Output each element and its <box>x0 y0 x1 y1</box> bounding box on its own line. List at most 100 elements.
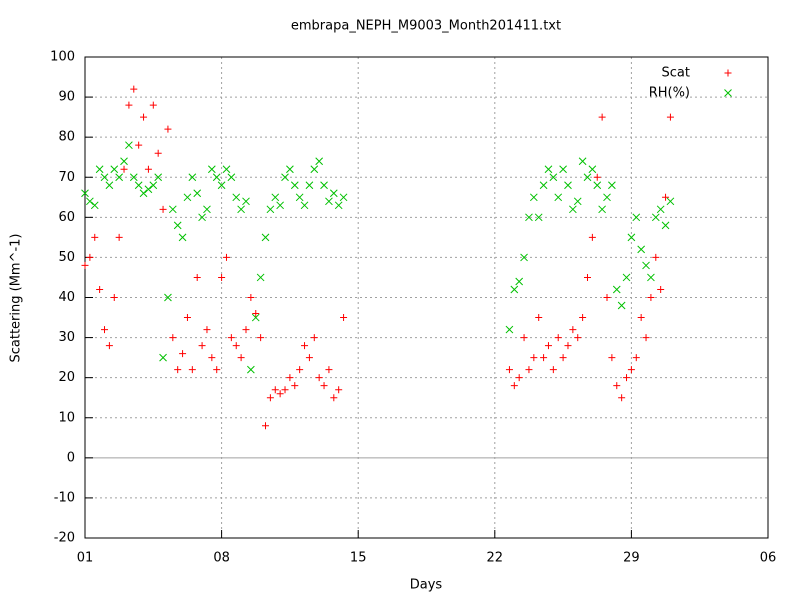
data-point <box>115 173 124 182</box>
data-point <box>623 374 631 382</box>
data-point <box>86 253 94 261</box>
data-point <box>178 233 187 242</box>
data-point <box>564 342 572 350</box>
data-point <box>276 390 284 398</box>
data-point <box>140 113 148 121</box>
data-point <box>222 165 231 174</box>
data-point <box>656 205 665 214</box>
data-point <box>179 350 187 358</box>
data-point <box>281 173 289 182</box>
data-point <box>144 185 153 194</box>
data-point <box>120 157 128 166</box>
data-point <box>144 165 152 173</box>
data-point <box>130 85 138 93</box>
data-point <box>286 165 294 174</box>
x-tick-label: 01 <box>77 551 94 566</box>
data-point <box>310 334 318 342</box>
data-point <box>139 189 148 198</box>
data-point <box>154 173 163 182</box>
y-axis-label: Scattering (Mm^-1) <box>9 233 24 362</box>
data-point <box>544 165 553 174</box>
data-point <box>588 233 596 241</box>
data-point <box>222 253 230 261</box>
data-point <box>115 233 123 241</box>
data-point <box>203 205 211 214</box>
data-point <box>168 205 177 214</box>
data-point <box>276 201 284 210</box>
data-point <box>335 386 343 394</box>
data-point <box>559 354 567 362</box>
data-point <box>315 374 323 382</box>
data-point <box>661 221 670 230</box>
data-point <box>291 382 299 390</box>
data-point <box>612 285 621 294</box>
data-point <box>173 221 182 230</box>
data-point <box>271 386 279 394</box>
data-point <box>525 366 533 374</box>
data-point <box>578 157 587 166</box>
data-point <box>520 334 528 342</box>
data-point <box>642 261 650 270</box>
data-point <box>188 173 197 182</box>
data-point <box>505 366 513 374</box>
data-point <box>579 314 587 322</box>
data-point <box>218 273 226 281</box>
data-point <box>198 213 206 222</box>
data-point <box>247 365 255 374</box>
data-point <box>320 181 328 190</box>
data-point <box>129 173 138 182</box>
y-tick-label: 20 <box>58 370 75 385</box>
data-point <box>573 197 582 206</box>
data-point <box>134 181 143 190</box>
data-point <box>310 165 319 174</box>
data-point <box>525 213 533 222</box>
data-point <box>564 181 572 190</box>
data-point <box>198 342 206 350</box>
data-point <box>261 233 270 242</box>
data-point <box>325 197 333 206</box>
data-point <box>305 181 314 190</box>
data-point <box>237 205 245 214</box>
data-point <box>105 342 113 350</box>
data-point <box>588 165 597 174</box>
x-tick-label: 22 <box>487 551 504 566</box>
data-point <box>666 197 675 206</box>
y-tick-label: 40 <box>58 290 75 305</box>
data-point <box>120 165 128 173</box>
data-point <box>183 314 191 322</box>
data-point <box>81 261 89 269</box>
data-point <box>207 165 216 174</box>
data-point <box>90 201 99 210</box>
data-point <box>164 293 172 302</box>
y-tick-label: 10 <box>58 410 75 425</box>
chart-title: embrapa_NEPH_M9003_Month201411.txt <box>291 19 561 34</box>
data-point <box>334 201 343 210</box>
y-tick-label: 30 <box>58 330 75 345</box>
data-point <box>574 334 582 342</box>
data-point <box>125 101 133 109</box>
data-point <box>530 354 538 362</box>
legend-marker <box>724 69 732 77</box>
y-tick-label: 100 <box>50 50 75 65</box>
data-point <box>237 354 245 362</box>
data-point <box>193 189 202 198</box>
data-point <box>266 394 274 402</box>
data-point <box>520 253 528 262</box>
data-point <box>598 113 606 121</box>
y-tick-label: 90 <box>58 90 75 105</box>
data-point <box>637 245 646 254</box>
data-point <box>534 213 543 222</box>
data-point <box>598 205 606 214</box>
data-point <box>251 313 260 322</box>
x-tick-label: 08 <box>213 551 230 566</box>
data-point <box>535 314 543 322</box>
data-point <box>505 325 514 334</box>
data-point <box>608 354 616 362</box>
data-point <box>149 181 158 190</box>
data-point <box>340 314 348 322</box>
data-point <box>227 173 236 182</box>
data-point <box>149 101 157 109</box>
data-point <box>154 149 162 157</box>
data-point <box>257 334 265 342</box>
